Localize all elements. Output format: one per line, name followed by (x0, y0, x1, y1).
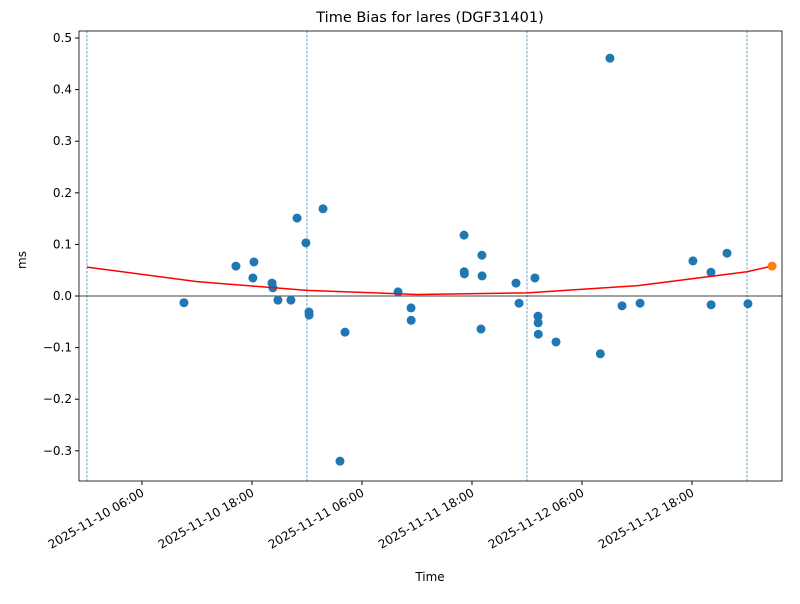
point (514, 298, 524, 308)
y-tick-label: 0.0 (53, 289, 72, 303)
y-tick-label: 0.2 (53, 186, 72, 200)
y-tick-label: 0.3 (53, 134, 72, 148)
point (273, 295, 283, 305)
point (511, 278, 521, 288)
x-axis-label: Time (414, 570, 444, 584)
point (617, 301, 627, 311)
point (477, 271, 487, 281)
point (530, 273, 540, 283)
x-tick-label: 2025-11-11 06:00 (266, 485, 367, 551)
point (301, 238, 311, 248)
point (595, 349, 605, 359)
point (249, 257, 259, 267)
x-tick-label: 2025-11-10 18:00 (156, 485, 257, 551)
point (551, 337, 561, 347)
point (335, 456, 345, 466)
y-tick-label: −0.3 (43, 444, 72, 458)
point (393, 287, 403, 297)
point (533, 329, 543, 339)
fit-line (86, 265, 773, 296)
point (459, 269, 469, 279)
plot-frame (78, 30, 783, 482)
y-axis-label: ms (15, 251, 29, 269)
point (706, 267, 716, 277)
point (635, 298, 645, 308)
x-tick-label: 2025-11-12 06:00 (486, 485, 587, 551)
point (248, 273, 258, 283)
point (406, 315, 416, 325)
point (533, 311, 543, 321)
y-tick-label: −0.2 (43, 392, 72, 406)
chart-title: Time Bias for lares (DGF31401) (315, 10, 544, 26)
point (722, 248, 732, 258)
point (340, 327, 350, 337)
y-tick-label: 0.4 (53, 83, 72, 97)
point (459, 230, 469, 240)
point (286, 295, 296, 305)
point (476, 324, 486, 334)
point (318, 204, 328, 214)
x-tick-label: 2025-11-10 06:00 (46, 485, 147, 551)
point (477, 250, 487, 260)
y-tick-label: −0.1 (43, 341, 72, 355)
point (688, 256, 698, 266)
point (605, 53, 615, 63)
x-tick-label: 2025-11-12 18:00 (596, 485, 697, 551)
point (743, 299, 753, 309)
point (179, 298, 189, 308)
point (292, 213, 302, 223)
point (406, 303, 416, 313)
y-tick-label: 0.1 (53, 237, 72, 251)
x-tick-label: 2025-11-11 18:00 (376, 485, 477, 551)
point (706, 300, 716, 310)
point (231, 261, 241, 271)
point (533, 318, 543, 328)
y-tick-label: 0.5 (53, 31, 72, 45)
point (767, 261, 777, 271)
point (304, 310, 314, 320)
